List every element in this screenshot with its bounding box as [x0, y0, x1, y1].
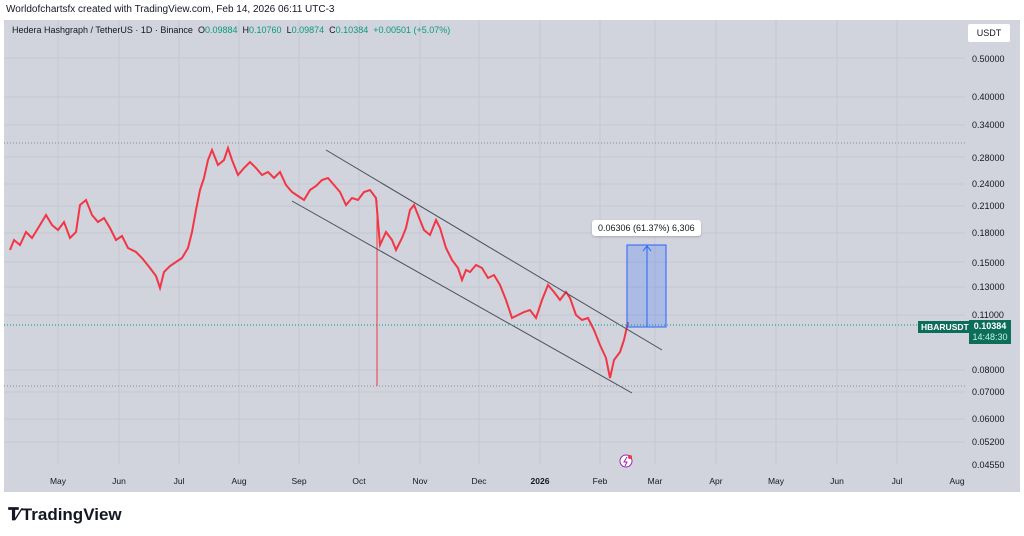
y-tick: 0.15000 — [972, 258, 1005, 268]
x-tick: Aug — [231, 476, 247, 486]
low-value: 0.09874 — [291, 25, 325, 35]
x-tick: Aug — [949, 476, 965, 486]
open-label: O — [197, 25, 205, 35]
x-tick: Jun — [112, 476, 126, 486]
y-tick: 0.50000 — [972, 54, 1005, 64]
x-tick: Mar — [647, 476, 663, 486]
x-tick: Dec — [471, 476, 487, 486]
y-tick: 0.28000 — [972, 153, 1005, 163]
currency-button[interactable]: USDT — [968, 24, 1010, 42]
y-tick: 0.18000 — [972, 228, 1005, 238]
x-tick: Apr — [709, 476, 723, 486]
x-tick: Jul — [173, 476, 185, 486]
y-tick: 0.07000 — [972, 387, 1005, 397]
open-value: 0.09884 — [204, 25, 238, 35]
y-tick: 0.13000 — [972, 282, 1005, 292]
close-value: 0.10384 — [335, 25, 369, 35]
y-tick: 0.08000 — [972, 365, 1005, 375]
y-tick: 0.40000 — [972, 92, 1005, 102]
change-value: +0.00501 (+5.07%) — [373, 25, 451, 35]
y-tick: 0.34000 — [972, 120, 1005, 130]
y-tick: 0.05200 — [972, 437, 1005, 447]
x-tick: Nov — [412, 476, 428, 486]
x-tick: May — [49, 476, 67, 486]
x-tick: Feb — [592, 476, 608, 486]
x-tick: 2026 — [530, 476, 550, 486]
chart-plot-area[interactable] — [4, 20, 965, 464]
high-label: H — [242, 25, 250, 35]
symbol-price-tag: HBARUSDT — [918, 321, 972, 333]
lightning-icon[interactable] — [619, 454, 633, 468]
tradingview-logo[interactable]: 𝐓∕ TradingView — [8, 505, 122, 525]
last-price-tag: 0.10384 14:48:30 — [969, 320, 1011, 344]
high-value: 0.10760 — [249, 25, 282, 35]
low-label: L — [286, 25, 292, 35]
measure-label: 0.06306 (61.37%) 6,306 — [592, 220, 701, 236]
attribution: Worldofchartsfx created with TradingView… — [6, 4, 335, 15]
y-tick: 0.24000 — [972, 179, 1005, 189]
ohlc-legend: Hedera Hashgraph / TetherUS · 1D · Binan… — [12, 25, 450, 35]
x-tick: May — [767, 476, 785, 486]
bar-countdown: 14:48:30 — [972, 332, 1008, 342]
x-tick: Sep — [291, 476, 307, 486]
brand-name: TradingView — [21, 505, 122, 524]
y-tick: 0.04550 — [972, 460, 1005, 470]
tradingview-logo-icon: 𝐓∕ — [8, 505, 20, 524]
x-tick: Jul — [891, 476, 903, 486]
close-label: C — [329, 25, 336, 35]
symbol-title[interactable]: Hedera Hashgraph / TetherUS · 1D · Binan… — [12, 25, 193, 35]
x-tick: Oct — [352, 476, 366, 486]
y-tick: 0.21000 — [972, 201, 1005, 211]
y-tick: 0.06000 — [972, 414, 1005, 424]
last-price: 0.10384 — [973, 321, 1007, 331]
x-tick: Jun — [830, 476, 844, 486]
y-tick: 0.11000 — [972, 310, 1004, 320]
